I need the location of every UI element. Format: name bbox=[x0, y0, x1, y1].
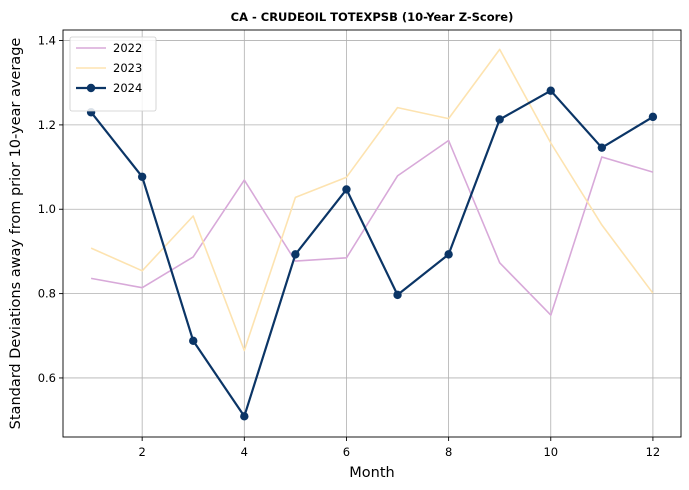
data-point-2024 bbox=[393, 290, 402, 300]
data-point-2024 bbox=[648, 112, 658, 122]
series-line-2024 bbox=[90, 89, 654, 418]
data-point-2024 bbox=[546, 86, 555, 95]
y-tick-label: 0.6 bbox=[38, 371, 56, 385]
y-tick-label: 1.2 bbox=[38, 118, 56, 132]
x-tick-label: 4 bbox=[241, 445, 248, 459]
y-tick-label: 1.4 bbox=[38, 34, 56, 48]
series-line-2022 bbox=[90, 139, 654, 316]
data-point-2024 bbox=[291, 250, 300, 259]
grid-lines bbox=[63, 30, 681, 437]
x-tick-label: 8 bbox=[445, 445, 452, 459]
legend-label-2022: 2022 bbox=[113, 41, 142, 55]
chart-title: CA - CRUDEOIL TOTEXPSB (10-Year Z-Score) bbox=[231, 10, 514, 24]
series-line-2023 bbox=[90, 48, 654, 352]
data-point-2024 bbox=[342, 185, 351, 194]
x-axis-label: Month bbox=[349, 465, 394, 481]
x-tick-label: 2 bbox=[139, 445, 146, 459]
x-tick-label: 10 bbox=[543, 445, 558, 459]
data-point-2024 bbox=[137, 172, 147, 181]
data-point-2024 bbox=[444, 250, 453, 259]
y-tick-label: 0.8 bbox=[38, 287, 56, 301]
y-axis-label: Standard Deviations away from prior 10-y… bbox=[8, 38, 24, 430]
x-tick-label: 6 bbox=[343, 445, 350, 459]
axis-ticks: 2 4 6 8 10 12 0.6 0.8 1.0 1.2 1.4 bbox=[38, 34, 661, 459]
legend-box bbox=[69, 36, 157, 112]
legend-label-2023: 2023 bbox=[113, 61, 142, 75]
data-point-2024 bbox=[189, 336, 198, 346]
y-tick-label: 1.0 bbox=[38, 202, 56, 216]
x-tick-label: 12 bbox=[646, 445, 661, 459]
legend-label-2024: 2024 bbox=[113, 81, 142, 95]
plot-area bbox=[62, 29, 682, 438]
legend: 2022 2023 2024 bbox=[69, 36, 157, 112]
legend-marker-2024 bbox=[86, 83, 96, 93]
series-lines bbox=[86, 48, 658, 421]
data-point-2024 bbox=[240, 412, 249, 421]
data-point-2024 bbox=[597, 143, 607, 152]
data-point-2024 bbox=[495, 115, 504, 124]
